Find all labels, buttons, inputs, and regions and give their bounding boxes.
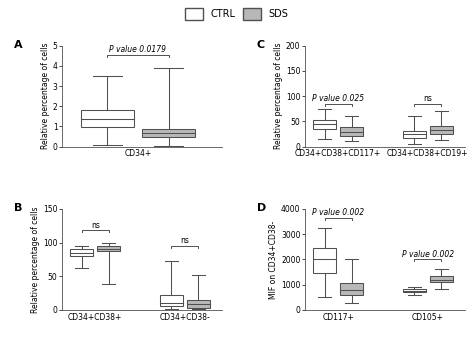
Y-axis label: Relative percentage of cells: Relative percentage of cells xyxy=(274,43,283,149)
Text: A: A xyxy=(14,40,22,50)
Text: C: C xyxy=(257,40,265,50)
Bar xyxy=(313,120,337,129)
Text: ns: ns xyxy=(423,94,432,103)
Text: P value 0.025: P value 0.025 xyxy=(312,94,365,103)
Bar xyxy=(429,276,453,282)
Text: P value 0.002: P value 0.002 xyxy=(312,208,365,217)
Bar xyxy=(429,126,453,134)
Text: D: D xyxy=(257,203,266,213)
Text: P value 0.0179: P value 0.0179 xyxy=(109,45,166,54)
Bar xyxy=(403,289,426,292)
Text: ns: ns xyxy=(91,221,100,230)
Bar xyxy=(340,127,363,137)
Bar xyxy=(403,131,426,138)
Text: ns: ns xyxy=(180,236,189,245)
Text: B: B xyxy=(14,203,22,213)
Bar xyxy=(142,130,195,137)
Text: P value 0.002: P value 0.002 xyxy=(402,250,454,259)
Legend: CTRL, SDS: CTRL, SDS xyxy=(182,5,292,23)
Bar xyxy=(97,246,120,251)
Y-axis label: Relative percentage of cells: Relative percentage of cells xyxy=(41,43,50,149)
Bar xyxy=(81,110,134,127)
Y-axis label: MIF on CD34+CD38-: MIF on CD34+CD38- xyxy=(269,220,278,298)
Bar xyxy=(70,249,93,256)
Bar xyxy=(187,300,210,308)
Bar xyxy=(313,248,337,273)
Bar xyxy=(340,283,363,295)
Bar xyxy=(160,295,183,306)
Y-axis label: Relative percentage of cells: Relative percentage of cells xyxy=(31,206,40,313)
